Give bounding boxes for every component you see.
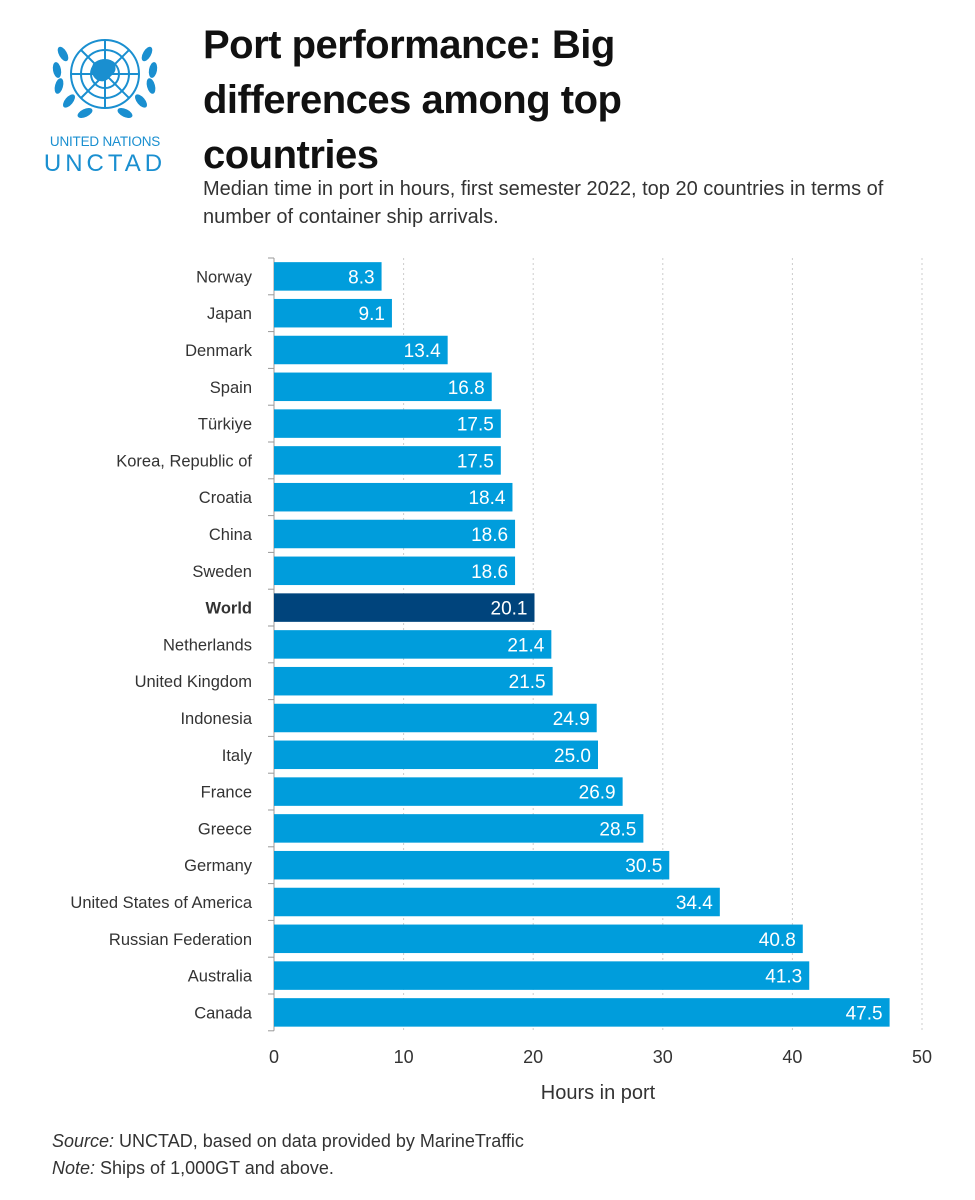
category-label: United Kingdom xyxy=(135,673,252,691)
bar-value-label: 34.4 xyxy=(676,893,713,914)
x-tick-label: 0 xyxy=(269,1047,279,1067)
bar-value-label: 18.4 xyxy=(468,488,505,509)
category-label: Norway xyxy=(196,268,253,286)
bar xyxy=(274,777,623,806)
bar-value-label: 13.4 xyxy=(404,341,441,362)
category-label: Spain xyxy=(210,379,252,397)
bar-value-label: 47.5 xyxy=(846,1003,883,1024)
x-tick-label: 20 xyxy=(523,1047,543,1067)
bar xyxy=(274,262,382,291)
footer: Source: UNCTAD, based on data provided b… xyxy=(52,1128,524,1182)
bar-value-label: 28.5 xyxy=(599,819,636,840)
bar-value-label: 18.6 xyxy=(471,562,508,583)
note-text: Ships of 1,000GT and above. xyxy=(95,1158,334,1178)
bar xyxy=(274,887,720,917)
bar xyxy=(274,409,501,438)
bar xyxy=(274,961,810,990)
category-label: Korea, Republic of xyxy=(116,452,252,470)
bar xyxy=(274,850,670,880)
bar-value-label: 24.9 xyxy=(553,709,590,730)
x-tick-label: 40 xyxy=(782,1047,802,1067)
category-label: Russian Federation xyxy=(109,931,252,949)
x-axis-label: Hours in port xyxy=(541,1082,656,1104)
x-tick-label: 30 xyxy=(653,1047,673,1067)
bar-value-label: 21.5 xyxy=(509,672,546,693)
bar xyxy=(274,556,516,586)
logo-united-nations: UNITED NATIONS xyxy=(49,134,161,149)
bar xyxy=(274,703,597,733)
category-label: Netherlands xyxy=(163,636,252,654)
bar-value-label: 17.5 xyxy=(457,415,494,436)
bar xyxy=(274,298,392,328)
category-label: Japan xyxy=(207,305,252,323)
category-label: Greece xyxy=(198,820,252,838)
bar xyxy=(274,593,535,622)
source-label: Source: xyxy=(52,1131,115,1151)
logo-unctad: UNCTAD xyxy=(43,150,167,177)
bar xyxy=(274,630,552,659)
category-label: Canada xyxy=(194,1004,253,1022)
category-label: Italy xyxy=(222,747,253,765)
chart-subtitle: Median time in port in hours, first seme… xyxy=(203,178,884,228)
ships-note: Note: Ships of 1,000GT and above. xyxy=(52,1155,524,1182)
bar xyxy=(274,666,553,696)
x-tick-label: 10 xyxy=(394,1047,414,1067)
bar xyxy=(274,998,890,1027)
bar-value-label: 8.3 xyxy=(348,267,374,288)
bar-value-label: 26.9 xyxy=(579,783,616,804)
un-emblem-icon xyxy=(52,39,158,118)
bar-value-label: 20.1 xyxy=(491,599,528,620)
category-label: Croatia xyxy=(199,489,253,507)
source-text: UNCTAD, based on data provided by Marine… xyxy=(114,1131,524,1151)
bar-value-label: 21.4 xyxy=(507,635,544,656)
category-label: France xyxy=(201,784,252,802)
bar-value-label: 25.0 xyxy=(554,746,591,767)
bar xyxy=(274,740,598,770)
note-label: Note: xyxy=(52,1158,96,1178)
category-label: Türkiye xyxy=(198,416,252,434)
category-label: Denmark xyxy=(185,342,253,360)
chart-title: Port performance: Big differences among … xyxy=(203,23,622,177)
bar xyxy=(274,482,513,512)
bar xyxy=(274,372,492,402)
bar-value-label: 30.5 xyxy=(625,856,662,877)
bar xyxy=(274,335,448,365)
bar-value-label: 41.3 xyxy=(765,967,802,988)
category-label: Germany xyxy=(184,857,253,875)
category-label: Australia xyxy=(188,968,253,986)
bar xyxy=(274,814,644,843)
category-label: Indonesia xyxy=(180,710,252,728)
unctad-logo: UNITED NATIONS UNCTAD xyxy=(40,24,170,177)
bar-value-label: 40.8 xyxy=(759,930,796,951)
bar-value-label: 18.6 xyxy=(471,525,508,546)
category-label: World xyxy=(206,600,252,618)
category-label: China xyxy=(209,526,253,544)
x-tick-label: 50 xyxy=(912,1047,932,1067)
category-label: Sweden xyxy=(192,563,252,581)
bar xyxy=(274,924,803,954)
bar-value-label: 9.1 xyxy=(359,304,385,325)
bar-value-label: 16.8 xyxy=(448,378,485,399)
bar-value-label: 17.5 xyxy=(457,451,494,472)
bar xyxy=(274,519,516,549)
source-note: Source: UNCTAD, based on data provided b… xyxy=(52,1128,524,1155)
bar xyxy=(274,446,501,475)
category-label: United States of America xyxy=(70,894,252,912)
